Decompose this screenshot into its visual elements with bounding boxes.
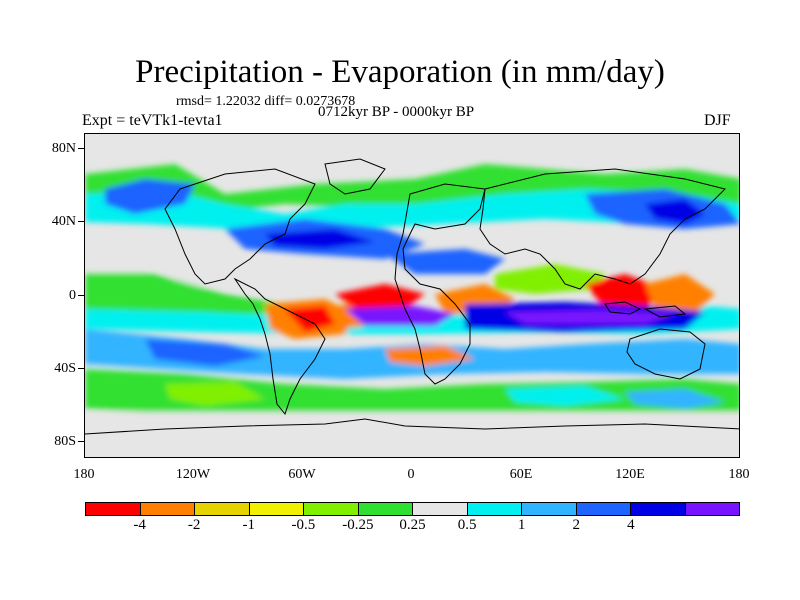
coastlines (85, 158, 739, 435)
tick-40n (78, 221, 84, 222)
lon-label-60e: 60E (509, 467, 533, 482)
colorbar-box (522, 503, 577, 515)
map-field-svg (85, 134, 739, 457)
colorbar-box (576, 503, 631, 515)
lon-label-0: 0 (407, 467, 415, 482)
chart-title: Precipitation - Evaporation (in mm/day) (135, 54, 665, 90)
colorbar-label: -1 (242, 517, 256, 533)
colorbar-box (631, 503, 686, 515)
colorbar-box (195, 503, 250, 515)
colorbar-box (467, 503, 522, 515)
colorbar-label: 4 (627, 517, 635, 533)
tick-0 (78, 295, 84, 296)
lon-label-120e: 120E (615, 467, 645, 482)
lat-label-0: 0 (69, 288, 76, 303)
world-map (84, 133, 740, 458)
colorbar (85, 502, 740, 516)
season-label: DJF (704, 112, 731, 129)
period-text: 0712kyr BP - 0000kyr BP (318, 104, 475, 120)
colorbar-box (86, 503, 141, 515)
tick-80n (78, 148, 84, 149)
colorbar-box (413, 503, 468, 515)
lat-label-80n: 80N (51, 141, 76, 156)
lat-label-40s: 40S (54, 361, 76, 376)
colorbar-box (685, 503, 739, 515)
stats-text: rmsd= 1.22032 diff= 0.0273678 (176, 94, 356, 109)
colorbar-label: -4 (133, 517, 146, 533)
lat-label-80s: 80S (54, 434, 76, 449)
lon-label-180e: 180 (728, 467, 750, 482)
colorbar-label: -2 (187, 517, 201, 533)
colorbar-label: 1 (517, 517, 526, 533)
colorbar-label: 0.5 (457, 517, 477, 533)
colorbar-label: -0.5 (291, 517, 316, 533)
colorbar-box (249, 503, 304, 515)
colorbar-label: 2 (572, 517, 581, 533)
tick-40s (78, 368, 84, 369)
experiment-label: Expt = teVTk1-tevta1 (82, 112, 223, 129)
lon-label-60w: 60W (288, 467, 316, 482)
colorbar-label: -0.25 (342, 517, 374, 533)
lon-label-180w: 180 (73, 467, 95, 482)
tick-80s (78, 441, 84, 442)
colorbar-box (304, 503, 359, 515)
lon-label-120w: 120W (175, 467, 211, 482)
colorbar-box (140, 503, 195, 515)
colorbar-label: 0.25 (399, 517, 426, 533)
lat-label-40n: 40N (51, 214, 76, 229)
colorbar-box (358, 503, 413, 515)
field-patches (85, 164, 739, 457)
